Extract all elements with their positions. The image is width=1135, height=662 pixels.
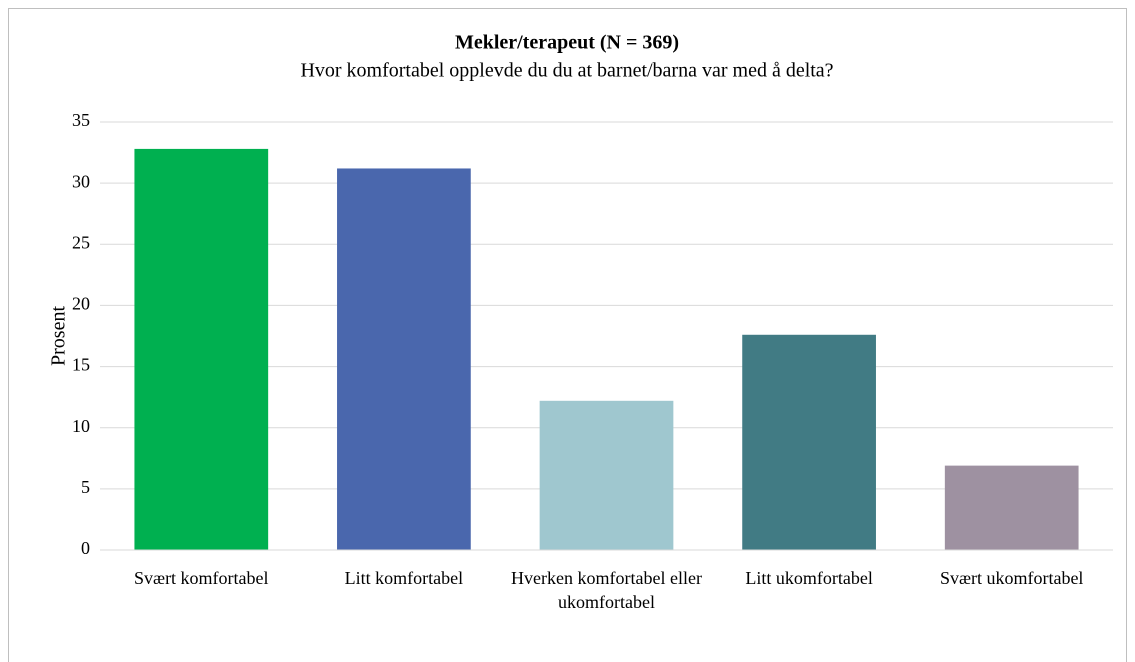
x-tick-label: Svært ukomfortabel [940,568,1083,588]
y-axis-label: Prosent [48,306,70,366]
y-tick-label: 25 [72,232,90,252]
bar [337,168,471,550]
x-tick-label: Litt komfortabel [345,568,463,588]
bar [944,465,1079,550]
y-tick-label: 15 [72,355,90,375]
y-tick-label: 35 [72,110,90,130]
bar [539,400,674,550]
y-tick-label: 5 [81,477,90,497]
bar [742,334,876,550]
x-tick-label: Hverken komfortabel eller ukomfortabel [511,568,702,612]
chart-title: Mekler/terapeut (N = 369) [455,32,679,54]
y-tick-label: 30 [72,171,90,191]
y-tick-label: 0 [81,538,90,558]
y-tick-label: 20 [72,294,90,314]
y-tick-label: 10 [72,416,90,436]
x-tick-label: Svært komfortabel [134,568,268,588]
x-tick-label: Litt ukomfortabel [745,568,872,588]
chart-subtitle: Hvor komfortabel opplevde du du at barne… [300,60,833,82]
bar [134,148,269,550]
